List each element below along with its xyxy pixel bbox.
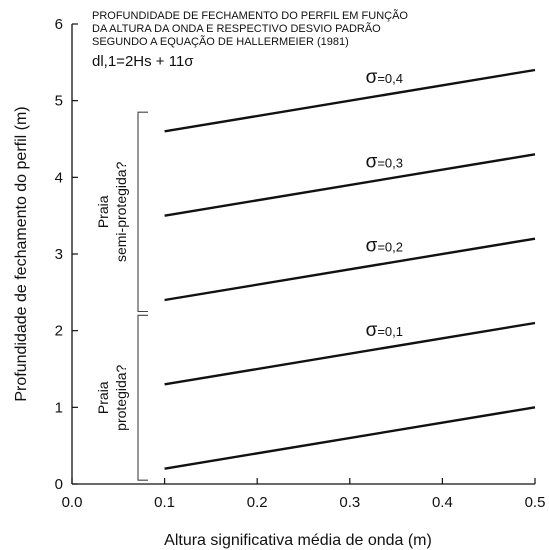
y-tick-label: 1 (55, 399, 63, 416)
y-tick-label: 4 (55, 169, 63, 186)
bracket-line (137, 314, 148, 481)
sigma-symbol: σ (366, 67, 378, 88)
series-label: σ=0,3 (366, 151, 403, 172)
x-tick-label: 0.0 (62, 494, 83, 511)
sigma-symbol: σ (366, 236, 378, 257)
series-line (164, 406, 536, 470)
bracket-label: Praia (95, 195, 111, 228)
annotation-box: PROFUNDIDADE DE FECHAMENTO DO PERFIL EM … (92, 9, 408, 70)
sigma-value: =0,2 (377, 240, 403, 255)
series-line (164, 237, 536, 302)
series-group: σ=0,4σ=0,3σ=0,2σ=0,1 (164, 67, 536, 470)
x-tick-label: 0.1 (154, 494, 175, 511)
y-tick-label: 3 (55, 246, 63, 263)
series-line (164, 68, 536, 133)
sigma-value: =0,1 (377, 324, 403, 339)
ticks-group: 0.0 0.1 0.2 0.3 0.4 0.5 0 1 2 3 4 5 6 (55, 16, 546, 511)
brackets-group: Praia semi-protegida?Praia protegida? (95, 111, 148, 481)
series-label: σ=0,2 (366, 236, 403, 257)
sigma-symbol: σ (366, 151, 378, 172)
x-tick-label: 0.3 (339, 494, 360, 511)
sigma-value: =0,4 (377, 71, 403, 86)
y-tick-label: 0 (55, 476, 63, 493)
y-tick-label: 6 (55, 16, 63, 33)
bracket-label: protegida? (113, 364, 129, 430)
series-line (164, 321, 536, 386)
x-axis-title: Altura significativa média de onda (m) (164, 532, 432, 549)
series-label: σ=0,4 (366, 67, 403, 88)
x-tick-label: 0.2 (247, 494, 268, 511)
bracket-line (137, 111, 148, 313)
annotation-line-1: PROFUNDIDADE DE FECHAMENTO DO PERFIL EM … (92, 9, 408, 22)
x-tick-label: 0.5 (525, 494, 546, 511)
sigma-symbol: σ (366, 320, 378, 341)
x-tick-label: 0.4 (432, 494, 453, 511)
formula-label: dl,1=2Hs + 11σ (92, 53, 194, 70)
bracket-label: Praia (95, 381, 111, 414)
y-axis-title: Profundidade de fechamento do perfil (m) (13, 106, 30, 401)
bracket-label: semi-protegida? (113, 161, 129, 262)
y-tick-label: 2 (55, 323, 63, 340)
y-tick-label: 5 (55, 93, 63, 110)
annotation-line-3: SEGUNDO A EQUAÇÃO DE HALLERMEIER (1981) (92, 35, 349, 48)
axes (71, 24, 535, 485)
sigma-value: =0,3 (377, 155, 403, 170)
series-label: σ=0,1 (366, 320, 403, 341)
annotation-line-2: DA ALTURA DA ONDA E RESPECTIVO DESVIO PA… (92, 22, 381, 35)
series-line (164, 153, 536, 217)
